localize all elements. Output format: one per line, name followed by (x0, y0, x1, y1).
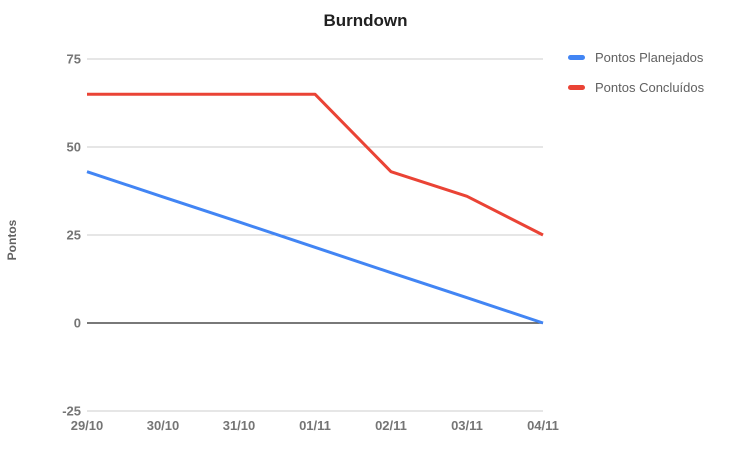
legend-swatch-planejados-icon (568, 54, 585, 60)
legend-label-planejados: Pontos Planejados (595, 49, 704, 65)
y-tick-label: 0 (74, 316, 81, 331)
legend-item-pontos-planejados: Pontos Planejados (568, 49, 704, 65)
y-tick-label: 25 (67, 228, 81, 243)
legend: Pontos Planejados Pontos Concluídos (568, 49, 704, 109)
legend-label-concluidos: Pontos Concluídos (595, 79, 705, 95)
series-line-0 (86, 170, 544, 325)
x-tick-label: 04/11 (527, 418, 559, 433)
x-tick-label: 02/11 (375, 418, 407, 433)
x-tick-label: 03/11 (451, 418, 483, 433)
y-tick-label: -25 (62, 404, 81, 419)
x-tick-label: 30/10 (147, 418, 180, 433)
x-tick-label: 31/10 (223, 418, 256, 433)
x-tick-label: 29/10 (71, 418, 104, 433)
chart-title: Burndown (323, 11, 408, 30)
y-tick-label: 50 (67, 140, 81, 155)
legend-item-pontos-concluidos: Pontos Concluídos (568, 79, 704, 95)
x-tick-label: 01/11 (299, 418, 331, 433)
series-line-1 (87, 92, 544, 237)
y-tick-label: 75 (67, 52, 81, 67)
legend-swatch-concluidos-icon (568, 84, 585, 90)
